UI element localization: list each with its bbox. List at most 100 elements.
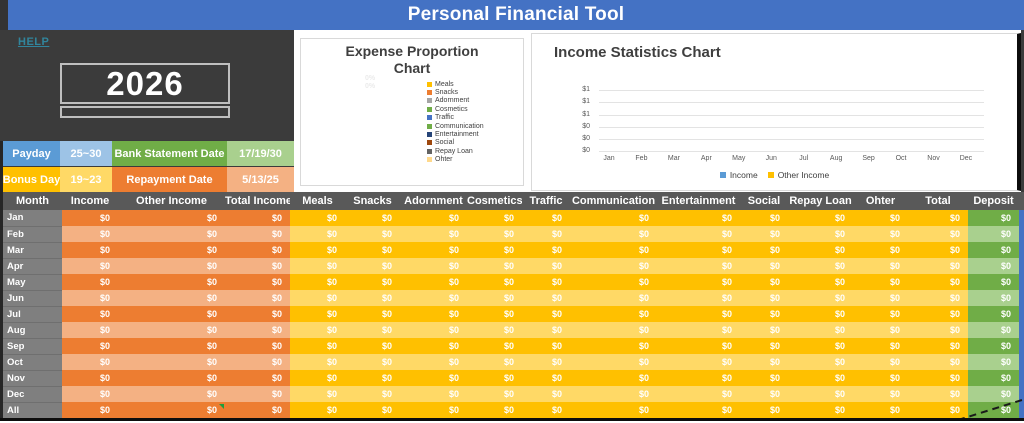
value-cell[interactable]: $0 [657, 290, 740, 306]
column-header-adornment[interactable]: Adornment [400, 192, 467, 210]
value-cell[interactable]: $0 [225, 386, 290, 402]
value-cell[interactable]: $0 [345, 258, 400, 274]
value-cell[interactable]: $0 [853, 402, 908, 418]
value-cell[interactable]: $0 [853, 258, 908, 274]
value-cell[interactable]: $0 [290, 338, 345, 354]
value-cell[interactable]: $0 [290, 322, 345, 338]
value-cell[interactable]: $0 [400, 402, 467, 418]
value-cell[interactable]: $0 [908, 402, 968, 418]
value-cell[interactable]: $0 [968, 258, 1019, 274]
value-cell[interactable]: $0 [290, 210, 345, 226]
value-cell[interactable]: $0 [522, 322, 570, 338]
value-cell[interactable]: $0 [908, 354, 968, 370]
value-cell[interactable]: $0 [467, 402, 522, 418]
value-cell[interactable]: $0 [788, 370, 853, 386]
value-cell[interactable]: $0 [290, 274, 345, 290]
value-cell[interactable]: $0 [570, 306, 657, 322]
value-cell[interactable]: $0 [467, 386, 522, 402]
value-cell[interactable]: $0 [570, 322, 657, 338]
value-cell[interactable]: $0 [118, 242, 225, 258]
value-cell[interactable]: $0 [62, 226, 118, 242]
value-cell[interactable]: $0 [788, 306, 853, 322]
month-cell[interactable]: May [3, 274, 62, 291]
value-cell[interactable]: $0 [225, 226, 290, 242]
value-cell[interactable]: $0 [788, 274, 853, 290]
value-cell[interactable]: $0 [522, 370, 570, 386]
value-cell[interactable]: $0 [225, 274, 290, 290]
value-cell[interactable]: $0 [345, 226, 400, 242]
value-cell[interactable]: $0 [570, 386, 657, 402]
value-cell[interactable]: $0 [657, 274, 740, 290]
year-sub-cell[interactable] [60, 106, 230, 118]
month-cell[interactable]: Jul [3, 306, 62, 323]
value-cell[interactable]: $0 [908, 322, 968, 338]
value-cell[interactable]: $0 [788, 242, 853, 258]
income-statistics-chart[interactable]: Income Statistics Chart $1 $1 $1 $0 $0 $0 Jan F… [531, 33, 1021, 191]
value-cell[interactable]: $0 [400, 226, 467, 242]
column-header-ohter[interactable]: Ohter [853, 192, 908, 210]
value-cell[interactable]: $0 [345, 402, 400, 418]
column-header-total-income[interactable]: Total Income [225, 192, 290, 210]
value-cell[interactable]: $0 [788, 386, 853, 402]
value-cell[interactable]: $0 [908, 274, 968, 290]
value-cell[interactable]: $0 [118, 370, 225, 386]
value-cell[interactable]: $0 [788, 354, 853, 370]
value-cell[interactable]: $0 [290, 290, 345, 306]
value-cell[interactable]: $0 [657, 370, 740, 386]
column-header-meals[interactable]: Meals [290, 192, 345, 210]
value-cell[interactable]: $0 [62, 354, 118, 370]
value-cell[interactable]: $0 [345, 354, 400, 370]
value-cell[interactable]: $0 [740, 210, 788, 226]
value-cell[interactable]: $0 [657, 322, 740, 338]
value-cell[interactable]: $0 [853, 226, 908, 242]
value-cell[interactable]: $0 [345, 322, 400, 338]
value-cell[interactable]: $0 [968, 306, 1019, 322]
value-cell[interactable]: $0 [657, 242, 740, 258]
value-cell[interactable]: $0 [225, 402, 290, 418]
value-cell[interactable]: $0 [522, 338, 570, 354]
value-cell[interactable]: $0 [400, 386, 467, 402]
value-cell[interactable]: $0 [400, 210, 467, 226]
value-cell[interactable]: $0 [908, 338, 968, 354]
value-cell[interactable]: $0 [467, 210, 522, 226]
column-header-income[interactable]: Income [62, 192, 118, 210]
value-cell[interactable]: $0 [118, 210, 225, 226]
value-cell[interactable]: $0 [400, 306, 467, 322]
value-cell[interactable]: $0 [345, 290, 400, 306]
value-cell[interactable]: $0 [968, 402, 1019, 418]
bank-statement-date-label-cell[interactable]: Bank Statement Date [112, 141, 227, 166]
value-cell[interactable]: $0 [400, 370, 467, 386]
month-cell[interactable]: Mar [3, 242, 62, 259]
value-cell[interactable]: $0 [657, 258, 740, 274]
value-cell[interactable]: $0 [570, 242, 657, 258]
value-cell[interactable]: $0 [908, 370, 968, 386]
value-cell[interactable]: $0 [118, 258, 225, 274]
column-header-snacks[interactable]: Snacks [345, 192, 400, 210]
bonus-day-label-cell[interactable]: Bonus Day [3, 167, 60, 192]
value-cell[interactable]: $0 [522, 386, 570, 402]
value-cell[interactable]: $0 [788, 258, 853, 274]
value-cell[interactable]: $0 [225, 290, 290, 306]
column-header-communication[interactable]: Communication [570, 192, 657, 210]
value-cell[interactable]: $0 [225, 258, 290, 274]
value-cell[interactable]: $0 [225, 370, 290, 386]
month-cell[interactable]: Aug [3, 322, 62, 339]
value-cell[interactable]: $0 [467, 290, 522, 306]
column-header-entertainment[interactable]: Entertainment [657, 192, 740, 210]
value-cell[interactable]: $0 [400, 290, 467, 306]
value-cell[interactable]: $0 [400, 322, 467, 338]
value-cell[interactable]: $0 [522, 306, 570, 322]
expense-proportion-chart[interactable]: Expense Proportion Chart 0% 0% Meals Snack… [300, 38, 524, 186]
value-cell[interactable]: $0 [400, 354, 467, 370]
value-cell[interactable]: $0 [740, 354, 788, 370]
value-cell[interactable]: $0 [788, 402, 853, 418]
value-cell[interactable]: $0 [740, 274, 788, 290]
value-cell[interactable]: $0 [657, 306, 740, 322]
value-cell[interactable]: $0 [290, 226, 345, 242]
value-cell[interactable]: $0 [522, 258, 570, 274]
value-cell[interactable]: $0 [467, 322, 522, 338]
value-cell[interactable]: $0 [290, 370, 345, 386]
value-cell[interactable]: $0 [968, 274, 1019, 290]
value-cell[interactable]: $0 [853, 210, 908, 226]
value-cell[interactable]: $0 [968, 322, 1019, 338]
